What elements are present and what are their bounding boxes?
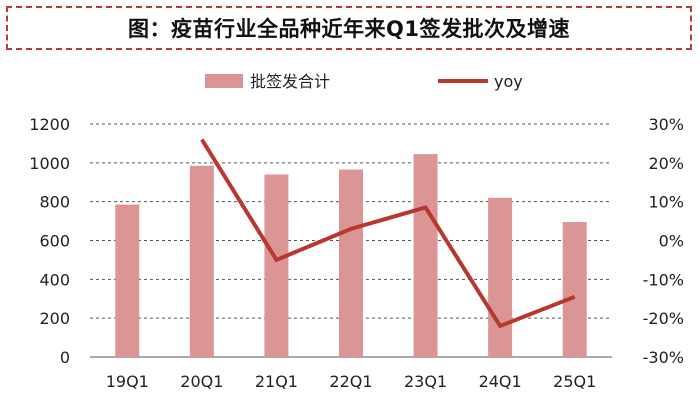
- yoy-line: [200, 138, 576, 329]
- y-right-tick-label: -30%: [643, 348, 684, 367]
- y-right-tick-label: 0%: [659, 232, 684, 251]
- bar: [488, 197, 513, 357]
- x-tick-label: 25Q1: [553, 372, 596, 391]
- y-left-tick-label: 0: [60, 348, 70, 367]
- x-tick-label: 19Q1: [106, 372, 149, 391]
- x-tick-label: 20Q1: [180, 372, 223, 391]
- bar: [562, 222, 587, 357]
- x-tick-label: 21Q1: [255, 372, 298, 391]
- chart-title-frame: 图：疫苗行业全品种近年来Q1签发批次及增速: [6, 6, 692, 50]
- y-right-tick-label: -20%: [643, 309, 684, 328]
- y-left-tick-label: 800: [39, 193, 70, 212]
- y-right-tick-label: 10%: [648, 193, 684, 212]
- x-tick-label: 22Q1: [329, 372, 372, 391]
- bar: [189, 165, 214, 357]
- y-left-tick-label: 600: [39, 232, 70, 251]
- y-right-tick-label: -10%: [643, 270, 684, 289]
- y-right-tick-label: 20%: [648, 154, 684, 173]
- legend-bar-label: 批签发合计: [250, 72, 330, 91]
- y-left-tick-label: 1200: [29, 115, 70, 134]
- y-left-tick-label: 200: [39, 309, 70, 328]
- legend-bar-swatch: [205, 74, 243, 88]
- y-right-tick-label: 30%: [648, 115, 684, 134]
- legend-line-label: yoy: [494, 72, 523, 91]
- chart-title: 图：疫苗行业全品种近年来Q1签发批次及增速: [128, 17, 570, 41]
- x-tick-label: 24Q1: [479, 372, 522, 391]
- y-left-tick-label: 1000: [29, 154, 70, 173]
- x-tick-label: 23Q1: [404, 372, 447, 391]
- bar: [339, 169, 363, 357]
- bar: [115, 204, 140, 357]
- bar: [413, 154, 438, 357]
- bar: [264, 174, 289, 357]
- y-left-tick-label: 400: [39, 270, 70, 289]
